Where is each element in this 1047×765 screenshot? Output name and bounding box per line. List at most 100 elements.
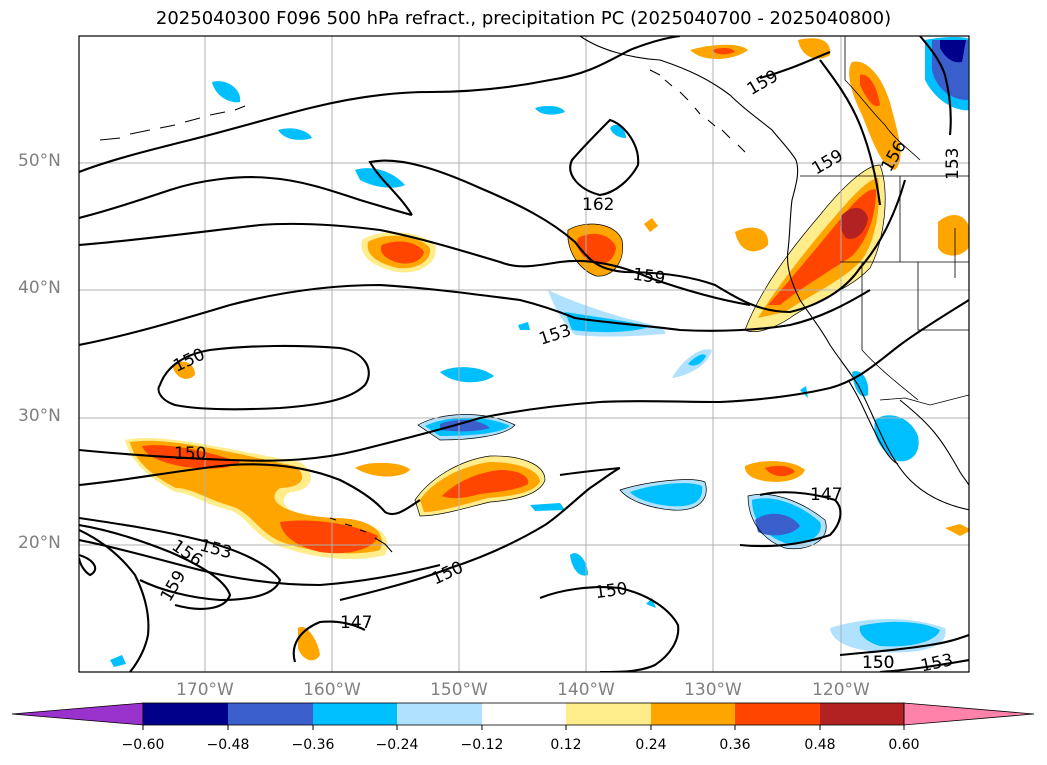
contour-150-south	[79, 538, 441, 587]
contour-west-coast	[819, 59, 882, 206]
political-borders	[800, 36, 969, 406]
precip-area-east-tropics-core	[765, 465, 795, 477]
contour-label: 159	[631, 265, 666, 289]
colorbar-bin	[143, 703, 228, 725]
precip-area-nw-corner	[798, 38, 831, 59]
longitude-label: 140°W	[557, 680, 615, 700]
contour-159-north	[79, 176, 413, 220]
precip-area-central-pacific-s-core	[442, 470, 529, 499]
latitude-label: 50°N	[18, 151, 61, 171]
precip-area-small-3	[355, 462, 410, 477]
precip-area-hawaii-band-core	[142, 445, 378, 554]
border-us-mexico	[879, 394, 969, 406]
contour-147-south	[292, 620, 366, 663]
contour-label: 147	[810, 485, 842, 505]
contour-159-long	[79, 222, 751, 307]
neg-area-ne-corner-core	[940, 40, 966, 63]
longitude-label: 150°W	[430, 680, 488, 700]
colorbar-bin	[313, 703, 397, 725]
colorbar-tick-label: 0.36	[719, 737, 751, 753]
precip-area-mexico-coast	[938, 215, 969, 256]
colorbar-bin	[482, 703, 566, 725]
coastlines	[99, 36, 969, 553]
colorbar-tick-label: −0.60	[121, 737, 165, 753]
shading-outlines	[414, 164, 886, 550]
contour-north-east	[919, 36, 952, 136]
contour-label: 150	[174, 444, 206, 464]
colorbar-tick-label: −0.48	[206, 737, 250, 753]
refractivity-contours	[79, 36, 969, 672]
contour-162-closed	[569, 118, 640, 197]
coast-alaska-south	[579, 36, 969, 511]
contour-150-mid	[79, 299, 969, 462]
contour-label: 150	[594, 579, 629, 603]
precip-area-small-1	[735, 227, 769, 252]
neg-area-north-mid	[355, 168, 405, 188]
latitude-label: 30°N	[18, 406, 61, 426]
colorbar-bin	[735, 703, 820, 725]
contour-gulf-alaska	[759, 51, 831, 80]
neg-area-east-2-core	[755, 513, 800, 536]
colorbar-tick-label: 0.24	[635, 737, 667, 753]
neg-area-mid-1	[440, 367, 494, 383]
contour-label: 153	[919, 650, 955, 676]
map-frame	[78, 35, 970, 673]
coast-aleutians	[99, 105, 246, 141]
latitude-label: 20°N	[18, 533, 61, 553]
contour-159-south	[79, 529, 150, 672]
neg-area-small-6	[646, 598, 656, 608]
neg-area-southeast-core	[859, 621, 940, 647]
coast-baja	[847, 379, 899, 465]
colorbar-bin	[397, 703, 482, 725]
longitude-label: 120°W	[812, 680, 870, 700]
longitude-label: 170°W	[176, 680, 234, 700]
precip-area-west-pacific-n-core	[380, 241, 424, 264]
contour-label: 150	[862, 653, 894, 673]
contour-label: 153	[943, 148, 963, 180]
contour-147-east	[739, 491, 842, 548]
precip-area-far-south	[298, 626, 320, 661]
contour-label: 150	[862, 653, 894, 673]
contour-150-lower	[539, 586, 680, 672]
contour-153-south	[79, 516, 282, 602]
neg-area-baja	[874, 415, 919, 462]
border-state-3	[861, 262, 919, 401]
neg-area-small-4	[570, 553, 588, 576]
colorbar-tick-label: 0.48	[804, 737, 836, 753]
neg-area-small-7	[800, 386, 808, 398]
neg-area-small-n	[535, 105, 565, 115]
contour-153-se	[879, 658, 969, 672]
colorbar-tick-label: 0.12	[550, 737, 582, 753]
contour-label: 162	[582, 195, 614, 215]
latitude-label: 40°N	[18, 278, 61, 298]
contour-147	[339, 466, 621, 602]
precip-area-west-coast-max	[839, 207, 868, 239]
coast-sealaska-islands	[649, 69, 746, 153]
colorbar-tick-label: −0.12	[460, 737, 504, 753]
border-alaska-canada	[844, 36, 921, 161]
neg-area-mid-2-core	[688, 354, 706, 366]
longitude-label: 160°W	[303, 680, 361, 700]
precip-area-bc-core	[860, 74, 880, 107]
graticule	[79, 36, 969, 672]
coast-hawaii	[329, 517, 393, 553]
precip-negative-areas	[110, 37, 969, 667]
contour-150-upper	[79, 463, 421, 516]
contour-label: 147	[340, 613, 372, 633]
neg-area-subtropics-core	[440, 419, 490, 432]
contour-156-south	[79, 523, 232, 610]
colorbar-bin	[228, 703, 313, 725]
precip-area-gulf-alaska-core	[712, 47, 735, 55]
contour-north-upper	[79, 36, 681, 173]
border-state-2	[917, 262, 969, 331]
contour-south-far	[79, 553, 97, 577]
neg-area-aleutian-1	[212, 81, 241, 103]
neg-area-small-5	[110, 655, 126, 667]
precip-area-sw-small	[172, 361, 195, 379]
contour-150-closed	[157, 344, 370, 411]
colorbar-extend-high	[903, 702, 1035, 726]
map-title: 2025040300 F096 500 hPa refract., precip…	[155, 8, 892, 29]
colorbar-bin	[651, 703, 735, 725]
colorbar-tick-label: −0.36	[291, 737, 335, 753]
